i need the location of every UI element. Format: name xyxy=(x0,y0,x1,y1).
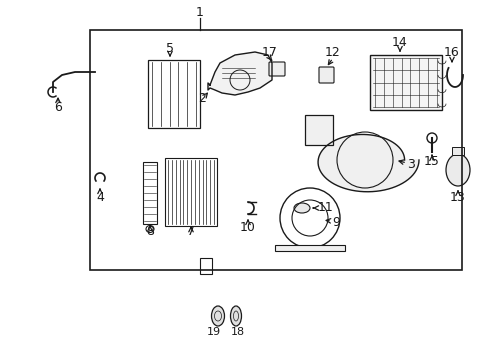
Text: 14: 14 xyxy=(391,36,407,49)
Text: 8: 8 xyxy=(146,225,154,238)
Text: 2: 2 xyxy=(198,91,205,104)
Bar xyxy=(164,158,217,226)
Ellipse shape xyxy=(445,154,469,186)
Polygon shape xyxy=(317,135,418,192)
Ellipse shape xyxy=(230,306,241,326)
Text: 18: 18 xyxy=(230,327,244,337)
Text: 17: 17 xyxy=(262,45,277,58)
Bar xyxy=(200,258,212,274)
Text: 7: 7 xyxy=(186,225,195,238)
Text: 10: 10 xyxy=(240,221,255,234)
Text: 12: 12 xyxy=(325,45,340,58)
Bar xyxy=(148,60,200,128)
Ellipse shape xyxy=(211,306,224,326)
Bar xyxy=(369,55,441,110)
Text: 4: 4 xyxy=(96,192,104,204)
Text: 9: 9 xyxy=(331,216,339,230)
Text: 1: 1 xyxy=(196,5,203,18)
Text: 15: 15 xyxy=(423,156,439,168)
Bar xyxy=(451,147,463,155)
Text: 11: 11 xyxy=(317,202,333,215)
Bar xyxy=(142,162,157,224)
Bar xyxy=(305,115,332,145)
Text: 3: 3 xyxy=(406,158,414,171)
Text: 6: 6 xyxy=(54,102,62,114)
Bar xyxy=(274,245,345,251)
Ellipse shape xyxy=(293,203,309,213)
FancyBboxPatch shape xyxy=(268,62,285,76)
Bar xyxy=(90,30,461,270)
Polygon shape xyxy=(207,52,271,95)
Text: 19: 19 xyxy=(206,327,221,337)
FancyBboxPatch shape xyxy=(318,67,333,83)
Text: 13: 13 xyxy=(449,192,465,204)
Text: 16: 16 xyxy=(443,45,459,58)
Text: 5: 5 xyxy=(165,41,174,54)
